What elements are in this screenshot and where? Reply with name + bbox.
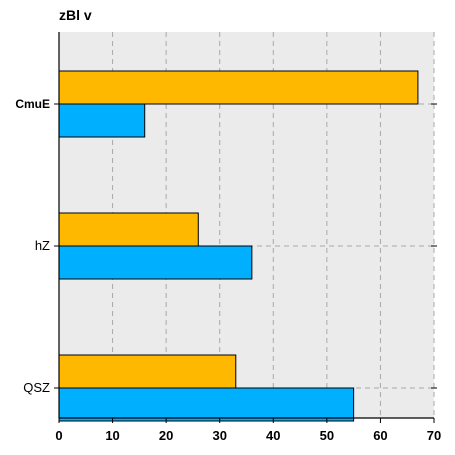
bar bbox=[58, 103, 146, 138]
y-tick-label: CmuE bbox=[15, 97, 50, 111]
bar bbox=[58, 354, 237, 389]
bars bbox=[58, 70, 419, 422]
x-tick-label: 20 bbox=[159, 428, 173, 443]
x-axis: 0 10 20 30 40 50 60 70 bbox=[55, 417, 441, 443]
x-tick-label: 0 bbox=[55, 428, 62, 443]
x-tick-label: 60 bbox=[373, 428, 387, 443]
x-tick-label: 40 bbox=[266, 428, 280, 443]
x-tick-label: 50 bbox=[320, 428, 334, 443]
x-tick-label: 10 bbox=[105, 428, 119, 443]
bar bbox=[58, 245, 253, 280]
y-tick-label: hZ bbox=[35, 238, 50, 253]
y-tick-label: QSZ bbox=[23, 380, 50, 395]
bar bbox=[58, 212, 199, 247]
x-tick-label: 30 bbox=[212, 428, 226, 443]
y-axis: CmuE hZ QSZ bbox=[15, 32, 437, 418]
chart-title: zBl v bbox=[59, 7, 92, 23]
bar bbox=[58, 387, 355, 422]
x-tick-label: 70 bbox=[427, 428, 441, 443]
bar bbox=[58, 70, 419, 105]
